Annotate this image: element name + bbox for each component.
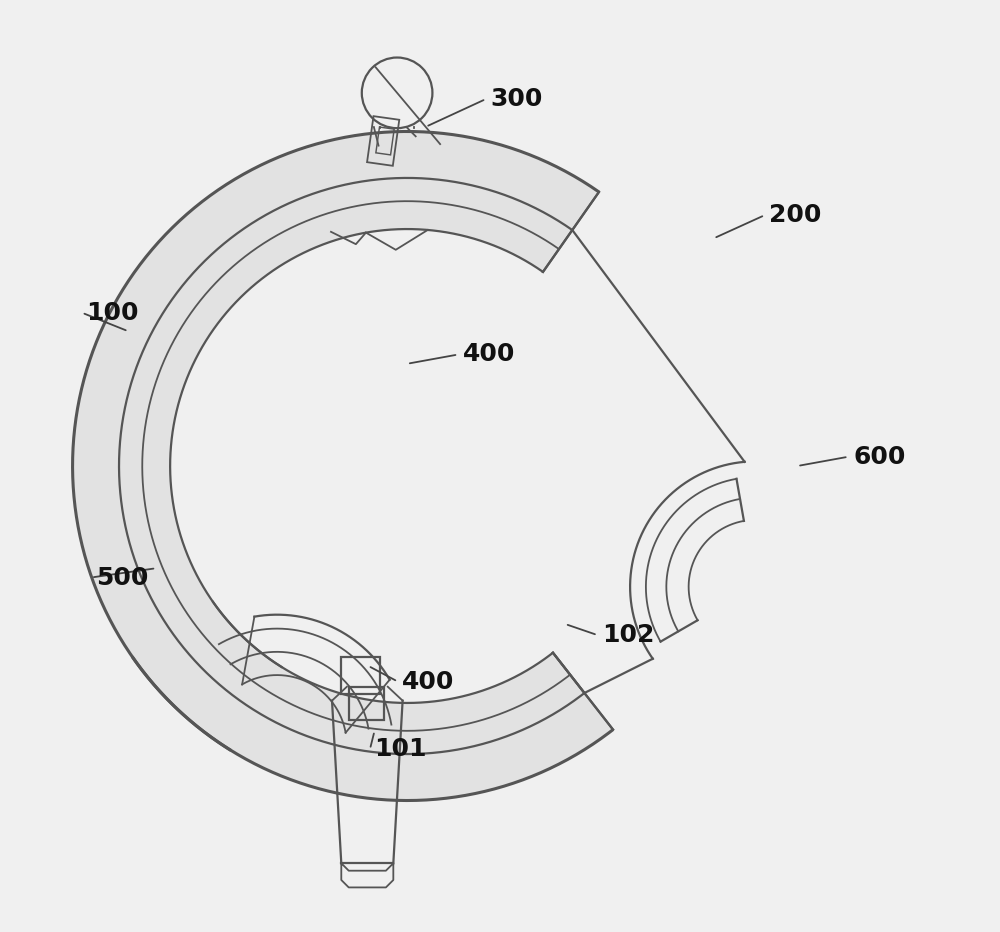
Text: 101: 101 xyxy=(375,737,427,761)
Text: 400: 400 xyxy=(402,669,455,693)
Text: 400: 400 xyxy=(463,342,515,366)
Text: 100: 100 xyxy=(86,301,139,324)
Bar xyxy=(349,687,384,720)
Text: 300: 300 xyxy=(491,87,543,111)
Text: 600: 600 xyxy=(853,445,905,469)
Text: 102: 102 xyxy=(602,624,655,647)
Text: 200: 200 xyxy=(769,203,822,227)
Polygon shape xyxy=(73,131,613,801)
Bar xyxy=(341,657,380,694)
Text: 500: 500 xyxy=(96,566,148,590)
